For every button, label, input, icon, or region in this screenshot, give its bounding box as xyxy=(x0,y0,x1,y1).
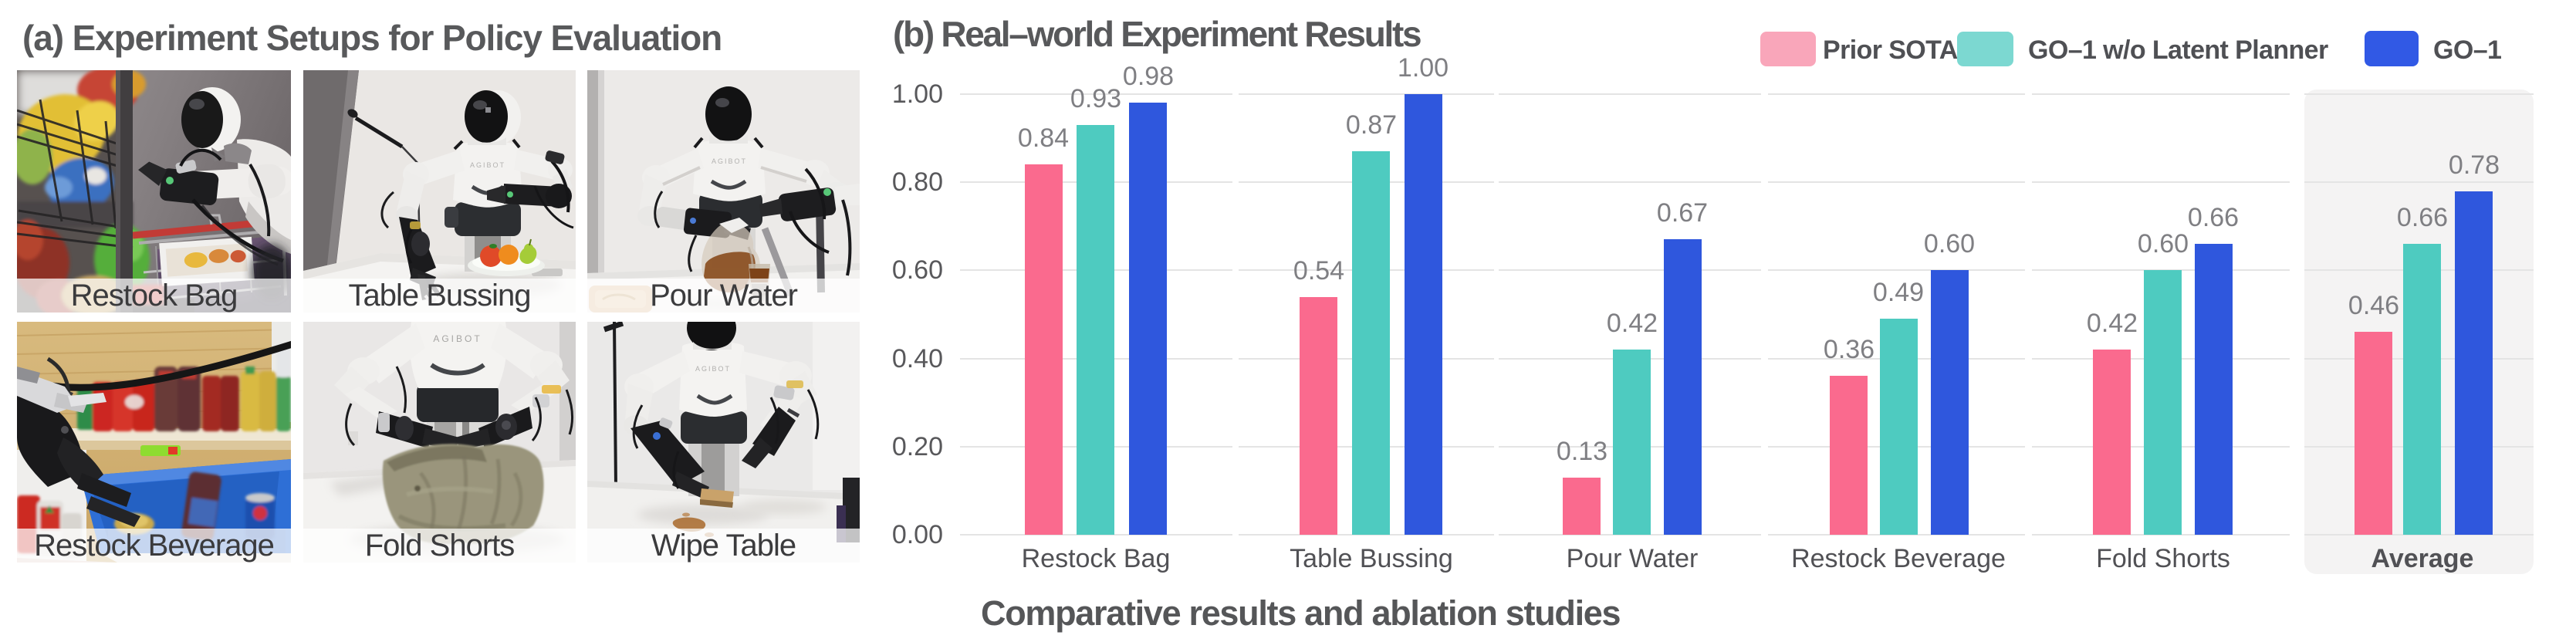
svg-text:AGIBOT: AGIBOT xyxy=(712,157,747,165)
svg-text:AGIBOT: AGIBOT xyxy=(433,333,482,344)
svg-text:AGIBOT: AGIBOT xyxy=(695,365,731,373)
svg-text:AGIBOT: AGIBOT xyxy=(470,161,505,169)
